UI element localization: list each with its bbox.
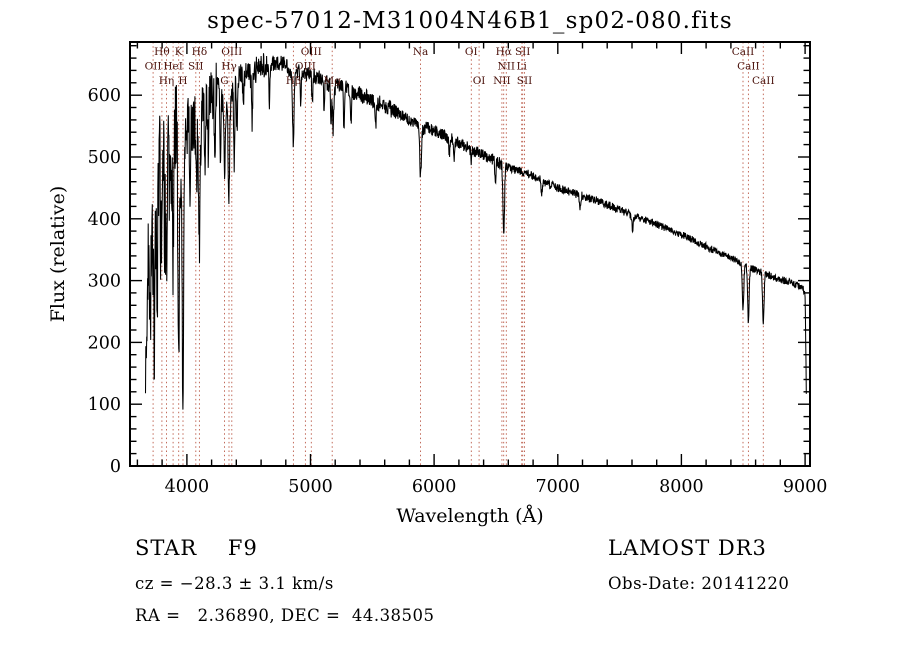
line-marker-label: HeI [163,61,183,73]
line-marker-label: Na [413,46,428,58]
line-marker-label: OIII [295,61,316,73]
y-tick-label: 100 [88,395,121,415]
line-marker-label: Hβ [286,75,301,87]
line-marker-label: OI [473,75,486,87]
plot-frame [129,41,811,467]
x-tick-label: 5000 [288,477,333,497]
radial-velocity: cz = −28.3 ± 3.1 km/s [135,574,334,593]
y-tick-label: 500 [88,148,121,168]
flux-spectrum-line [144,53,807,410]
line-marker-label: CaII [752,75,775,87]
line-marker-label: OII [145,61,162,73]
line-marker-label: CaII [732,46,755,58]
spectrum-plot: 4000 5000 6000 7000 8000 9000 0 100 200 300 400 500… [47,41,828,527]
line-marker-label: NII [498,61,515,73]
line-marker-label: Hη [159,75,174,87]
line-marker-label: CaII [737,61,760,73]
line-marker-label: OIII [221,46,242,58]
y-tick-label: 600 [88,86,121,106]
x-axis-title: Wavelength (Å) [396,505,543,527]
y-tick-label: 400 [88,210,121,230]
x-tick-label: 4000 [165,477,210,497]
obs-date: Obs-Date: 20141220 [608,574,790,593]
line-marker-label: SII [188,61,204,73]
line-marker-label: SII [515,46,531,58]
line-marker-label: G [220,75,228,87]
line-marker-label: OI [465,46,478,58]
line-marker-label: OIII [301,46,322,58]
plot-title: spec-57012-M31004N46B1_sp02-080.fits [207,8,733,34]
line-marker-label: K [175,46,183,58]
x-tick-label: 7000 [536,477,581,497]
line-marker-label: NII [493,75,510,87]
x-tick-label: 6000 [412,477,457,497]
ra-dec: RA = 2.36890, DEC = 44.38505 [135,606,435,625]
y-axis-title: Flux (relative) [47,186,69,323]
survey-release: LAMOST DR3 [608,536,767,560]
line-marker-label: Hθ [154,46,169,58]
line-marker-label: Hδ [192,46,207,58]
line-marker-label: Hα [496,46,512,58]
x-tick-label: 9000 [783,477,828,497]
line-marker-label: Li [517,61,528,73]
y-tick-label: 300 [88,272,121,292]
y-tick-label: 0 [110,457,121,477]
line-marker-label: Hγ [221,61,236,73]
x-tick-label: 8000 [659,477,704,497]
line-marker-label: SII [517,75,533,87]
object-classification: STAR F9 [135,536,258,560]
line-marker-label: H [178,75,187,87]
line-marker-label: Mg [323,75,341,87]
y-tick-label: 200 [88,333,121,353]
